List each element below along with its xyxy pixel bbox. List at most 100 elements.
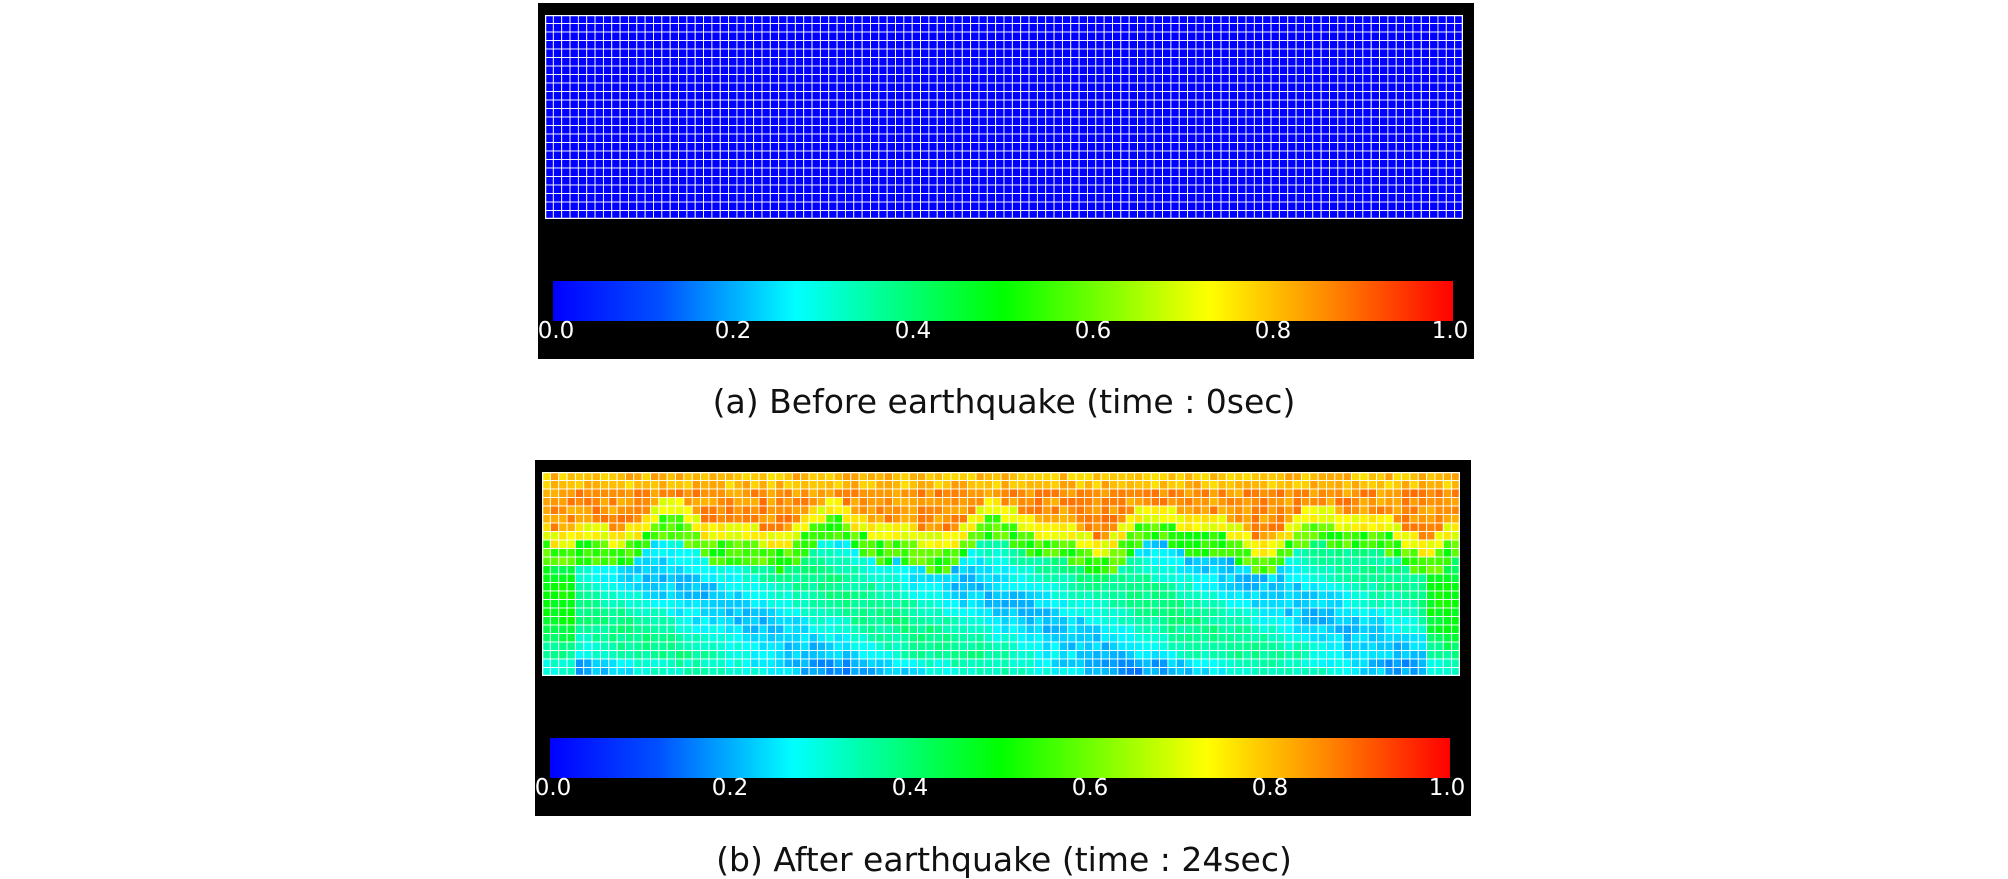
mesh-cell [678,201,688,211]
mesh-cell [728,167,738,177]
mesh-cell [992,548,1002,558]
mesh-cell [992,607,1002,617]
mesh-cell [1445,142,1456,152]
mesh-cell [1103,133,1113,143]
mesh-cell [1320,31,1330,41]
mesh-cell [574,488,585,498]
mesh-cell [1036,74,1047,84]
mesh-cell [619,99,629,109]
mesh-cell [1409,548,1419,558]
mesh-cell [861,82,871,92]
mesh-cell [725,641,735,651]
mesh-cell [1192,488,1202,498]
mesh-cell [669,31,679,41]
mesh-cell [1178,210,1189,219]
mesh-cell [1437,201,1447,211]
mesh-cell [1112,201,1122,211]
mesh-cell [908,590,919,600]
mesh-cell [1087,176,1097,186]
mesh-cell [942,556,952,566]
mesh-cell [1345,193,1355,203]
mesh-cell [691,531,702,541]
mesh-cell [1429,57,1439,67]
mesh-cell [995,116,1005,126]
mesh-cell [611,99,621,109]
mesh-cell [1058,624,1069,634]
mesh-cell [666,624,676,634]
mesh-cell [1345,31,1355,41]
mesh-cell [1128,57,1138,67]
mesh-cell [1075,599,1085,609]
mesh-cell [761,40,771,50]
mesh-cell [800,488,810,498]
mesh-cell [594,176,604,186]
mesh-cell [728,184,738,194]
mesh-cell [933,599,944,609]
mesh-cell [1392,472,1403,481]
mesh-cell [933,641,944,651]
mesh-cell [828,210,838,219]
mesh-cell [566,599,576,609]
mesh-cell [1278,74,1289,84]
mesh-cell [953,74,963,84]
mesh-cell [1359,480,1369,490]
mesh-cell [1267,616,1277,626]
mesh-cell [1058,531,1069,541]
mesh-cell [1259,514,1269,524]
mesh-cell [591,616,601,626]
mesh-cell [1376,607,1386,617]
mesh-cell [1228,167,1239,177]
mesh-cell [978,125,988,135]
mesh-cell [1020,15,1030,24]
mesh-cell [975,480,985,490]
mesh-cell [1162,15,1172,24]
mesh-cell [1203,91,1214,101]
mesh-cell [1250,472,1261,481]
mesh-cell [800,472,810,481]
mesh-cell [1359,607,1369,617]
mesh-cell [1109,522,1119,532]
mesh-cell [694,133,705,143]
mesh-cell [669,201,679,211]
mesh-cell [574,633,585,643]
mesh-cell [650,480,660,490]
mesh-cell [1320,193,1330,203]
mesh-cell [1192,514,1202,524]
mesh-cell [1284,514,1294,524]
mesh-cell [1379,210,1389,219]
mesh-cell [1454,167,1463,177]
mesh-cell [1445,201,1456,211]
mesh-cell [1003,108,1013,118]
mesh-cell [758,599,768,609]
mesh-cell [577,65,588,75]
mesh-cell [900,539,910,549]
mesh-cell [886,48,896,58]
mesh-cell [803,23,813,33]
mesh-cell [1112,142,1122,152]
mesh-cell [678,210,688,219]
mesh-cell [1342,488,1352,498]
mesh-cell [1109,641,1119,651]
mesh-cell [599,650,610,660]
mesh-cell [1420,108,1431,118]
mesh-cell [733,472,743,481]
mesh-cell [683,488,693,498]
mesh-cell [844,167,855,177]
mesh-cell [1392,573,1403,583]
mesh-cell [1334,480,1344,490]
mesh-cell [1128,201,1138,211]
mesh-cell [920,48,930,58]
mesh-cell [1412,40,1422,50]
mesh-cell [686,65,696,75]
mesh-cell [892,565,902,575]
mesh-cell [761,125,771,135]
mesh-cell [1067,522,1077,532]
mesh-cell [683,650,693,660]
mesh-cell [928,31,938,41]
mesh-cell [953,57,963,67]
mesh-cell [1212,40,1222,50]
mesh-cell [942,582,952,592]
mesh-cell [1334,514,1344,524]
mesh-cell [878,167,888,177]
mesh-cell [908,539,919,549]
